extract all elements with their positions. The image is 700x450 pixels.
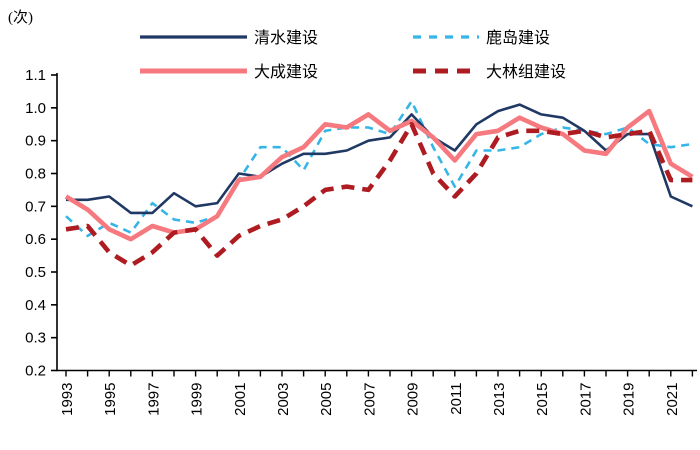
y-tick-label: 0.8: [25, 166, 46, 183]
x-tick-label: 2001: [232, 383, 249, 416]
y-tick-label: 0.4: [25, 297, 46, 314]
x-tick-label: 2021: [664, 383, 681, 416]
series-kajima: [65, 100, 693, 238]
legend-label-obayashi: 大林组建设: [486, 63, 566, 81]
y-tick-label: 0.9: [25, 133, 46, 150]
x-tick-label: 2011: [448, 383, 465, 415]
legend-item-taisei: 大成建设: [140, 63, 318, 81]
y-tick-label: 0.2: [25, 363, 46, 380]
y-tick-label: 1.1: [25, 67, 46, 84]
y-tick-label: 0.5: [25, 264, 46, 281]
legend-label-taisei: 大成建设: [254, 63, 318, 81]
series-taisei: [64, 108, 694, 242]
x-tick-label: 2019: [621, 383, 638, 416]
x-tick-label: 2007: [361, 383, 378, 416]
y-axis-unit-label: (次): [8, 10, 33, 26]
y-tick-label: 0.3: [25, 330, 46, 347]
x-tick-label: 2005: [318, 383, 335, 416]
legend-label-shimizu: 清水建设: [254, 29, 318, 47]
legend-item-obayashi: 大林组建设: [413, 63, 566, 81]
y-axis: 0.2 0.3 0.4 0.5 0.6 0.7 0.8 0.9 1.0 1.1: [25, 67, 57, 380]
y-tick-label: 1.0: [25, 100, 46, 117]
x-tick-label: 1997: [145, 383, 162, 416]
legend-label-kajima: 鹿岛建设: [486, 29, 550, 47]
legend-item-kajima: 鹿岛建设: [413, 29, 550, 47]
x-tick-label: 1995: [102, 383, 119, 416]
series-obayashi: [65, 122, 693, 268]
y-tick-label: 0.6: [25, 231, 46, 248]
axes: [56, 73, 697, 372]
x-axis: 1993 1995 1997 1999 2001 2003 2005 2007 2009 2011…: [59, 370, 694, 416]
x-tick-label: 2015: [534, 383, 551, 416]
x-tick-label: 2013: [491, 383, 508, 416]
y-tick-label: 0.7: [25, 198, 46, 215]
x-tick-label: 1999: [189, 383, 206, 416]
legend-item-shimizu: 清水建设: [140, 29, 318, 47]
x-tick-label: 1993: [59, 383, 76, 416]
x-tick-label: 2009: [405, 383, 422, 416]
x-tick-label: 2017: [577, 383, 594, 416]
x-tick-label: 2003: [275, 383, 292, 416]
